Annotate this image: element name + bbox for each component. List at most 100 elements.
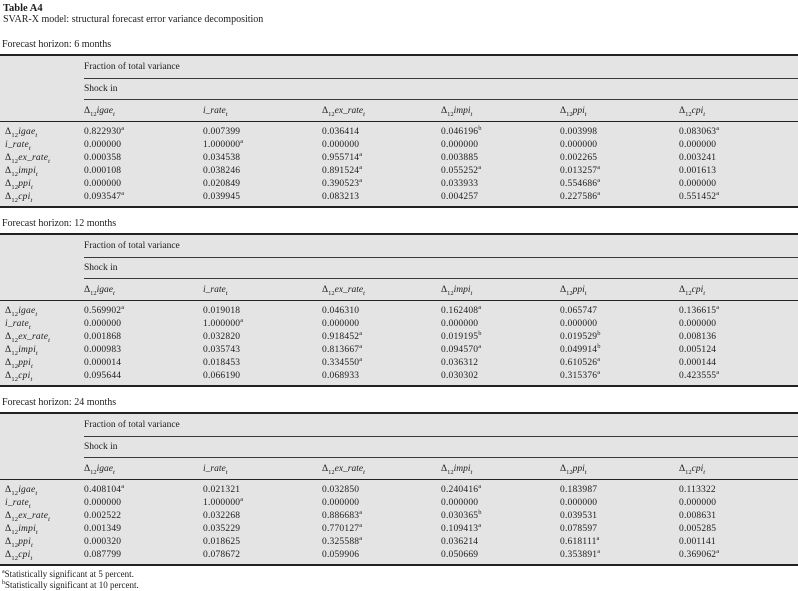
value-cell: 0.055252a xyxy=(441,164,482,176)
tables-container: Forecast horizon: 6 months Fraction of t… xyxy=(0,39,798,566)
stub-cell xyxy=(0,413,84,437)
column-header: i_ratet xyxy=(203,278,322,301)
value-cell: 0.035743 xyxy=(203,344,241,355)
significance-marker: a xyxy=(359,356,363,363)
significance-marker: a xyxy=(478,482,482,490)
table-row: Δ12impit 0.000983 0.035743 0.813667a 0.09457… xyxy=(0,343,798,356)
value-cell: 0.315376a xyxy=(560,369,601,381)
significance-marker: a xyxy=(597,190,601,197)
significance-marker: a xyxy=(359,343,363,350)
column-header-row: Δ12igaet i_ratet Δ12ex_ratet Δ12impit Δ12ppi… xyxy=(0,278,798,301)
value-cell: 0.032820 xyxy=(203,331,241,342)
value-cell: 0.554686a xyxy=(560,177,601,189)
value-cell: 0.034538 xyxy=(203,152,241,163)
horizon-label: Forecast horizon: 24 months xyxy=(2,397,117,408)
value-cell: 0.033933 xyxy=(441,178,479,189)
table-row: i_ratet 0.000000 1.000000a 0.000000 0.000000… xyxy=(0,138,798,151)
value-cell: 0.369062a xyxy=(679,548,720,560)
significance-marker: a xyxy=(359,509,363,516)
value-cell: 0.918452a xyxy=(322,330,363,342)
significance-marker: a xyxy=(716,369,720,376)
value-cell: 0.032850 xyxy=(322,484,360,495)
column-header: Δ12ppit xyxy=(560,278,679,301)
value-cell: 0.030302 xyxy=(441,370,479,381)
value-cell: 0.019018 xyxy=(203,305,241,316)
value-cell: 0.018453 xyxy=(203,357,241,368)
fraction-header-row: Fraction of total variance xyxy=(0,413,798,437)
value-cell: 0.059906 xyxy=(322,549,360,560)
table-row: Δ12impit 0.001349 0.035229 0.770127a 0.10941… xyxy=(0,522,798,535)
value-cell: 0.003885 xyxy=(441,152,479,163)
value-cell: 1.000000a xyxy=(203,496,244,508)
significance-marker: a xyxy=(121,303,125,311)
row-label: i_ratet xyxy=(5,139,31,152)
row-label: Δ12cpit xyxy=(5,549,33,562)
value-cell: 0.162408a xyxy=(441,303,482,316)
value-cell: 0.000108 xyxy=(84,165,122,176)
column-header: Δ12igaet xyxy=(84,278,203,301)
value-cell: 0.000000 xyxy=(441,497,479,508)
row-label: Δ12igaet xyxy=(5,305,38,318)
horizon-label: Forecast horizon: 12 months xyxy=(2,218,117,229)
stub-cell xyxy=(0,457,84,480)
value-cell: 0.021321 xyxy=(203,484,241,495)
value-cell: 0.036214 xyxy=(441,536,479,547)
forecast-horizon-group: Forecast horizon: 24 months Fraction of … xyxy=(0,397,798,566)
table-row: Δ12ppit 0.000014 0.018453 0.334550a 0.036312… xyxy=(0,356,798,369)
value-cell: 0.002522 xyxy=(84,510,122,521)
value-cell: 0.408104a xyxy=(84,482,125,495)
value-cell: 0.003241 xyxy=(679,152,717,163)
value-cell: 0.046310 xyxy=(322,305,360,316)
stub-cell xyxy=(0,55,84,79)
stub-cell xyxy=(0,234,84,258)
stub-cell xyxy=(0,99,84,122)
significance-marker: a xyxy=(359,177,363,184)
variance-table: Fraction of total variance Shock in Δ12i… xyxy=(0,54,798,208)
table-row: Δ12ex_ratet 0.002522 0.032268 0.886683a 0.03… xyxy=(0,509,798,522)
significance-marker: a xyxy=(478,303,482,311)
value-cell: 0.083213 xyxy=(322,191,360,202)
value-cell: 0.035229 xyxy=(203,523,241,534)
value-cell: 0.005285 xyxy=(679,523,717,534)
value-cell: 0.000000 xyxy=(679,318,717,329)
row-label: Δ12ex_ratet xyxy=(5,510,51,523)
value-cell: 0.002265 xyxy=(560,152,598,163)
column-header: Δ12impit xyxy=(441,278,560,301)
fraction-header: Fraction of total variance xyxy=(84,55,798,79)
significance-marker: a xyxy=(359,164,363,171)
value-cell: 0.551452a xyxy=(679,190,720,202)
table-row: Δ12ppit 0.000000 0.020849 0.390523a 0.033933… xyxy=(0,177,798,190)
column-header: Δ12cpit xyxy=(679,278,798,301)
stub-cell xyxy=(0,437,84,458)
value-cell: 1.000000a xyxy=(203,317,244,329)
significance-marker: a xyxy=(716,124,720,132)
value-cell: 0.136615a xyxy=(679,303,720,316)
value-cell: 0.000000 xyxy=(679,178,717,189)
value-cell: 0.610526a xyxy=(560,356,601,368)
fraction-header: Fraction of total variance xyxy=(84,234,798,258)
column-header: Δ12ex_ratet xyxy=(322,99,441,122)
significance-marker: a xyxy=(597,369,601,376)
significance-marker: a xyxy=(597,177,601,184)
table-body: Δ12igaet 0.569902a 0.019018 0.046310 0.16240… xyxy=(0,301,798,387)
value-cell: 0.955714a xyxy=(322,151,363,163)
shock-header-row: Shock in xyxy=(0,257,798,279)
row-label: Δ12impit xyxy=(5,523,38,536)
footnote-marker: a xyxy=(2,569,5,575)
fraction-header: Fraction of total variance xyxy=(84,413,798,437)
shock-header: Shock in xyxy=(84,78,798,100)
value-cell: 0.000000 xyxy=(322,497,360,508)
stub-cell xyxy=(0,278,84,301)
value-cell: 0.078672 xyxy=(203,549,241,560)
value-cell: 0.008136 xyxy=(679,331,717,342)
value-cell: 0.113322 xyxy=(679,484,716,495)
value-cell: 0.822930a xyxy=(84,124,125,137)
significance-marker: a xyxy=(478,522,482,529)
significance-marker: b xyxy=(597,343,601,350)
row-label: Δ12ppit xyxy=(5,178,33,191)
value-cell: 0.000000 xyxy=(560,318,598,329)
significance-marker: a xyxy=(597,548,601,555)
value-cell: 0.036312 xyxy=(441,357,479,368)
value-cell: 0.032268 xyxy=(203,510,241,521)
row-label: Δ12igaet xyxy=(5,126,38,139)
